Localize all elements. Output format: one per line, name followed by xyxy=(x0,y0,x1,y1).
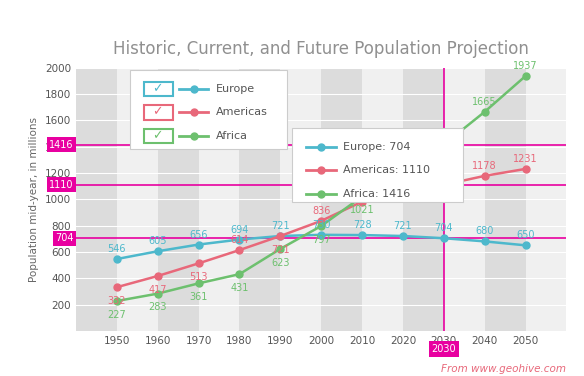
Text: 1416: 1416 xyxy=(432,130,456,139)
Bar xyxy=(117,68,158,331)
Text: 431: 431 xyxy=(230,283,249,293)
Text: 1231: 1231 xyxy=(513,154,538,164)
Text: 721: 721 xyxy=(271,245,290,255)
Text: 694: 694 xyxy=(230,224,249,235)
Bar xyxy=(321,68,362,331)
Text: 546: 546 xyxy=(107,244,126,254)
Text: Europe: Europe xyxy=(215,84,255,94)
Bar xyxy=(526,68,566,331)
Bar xyxy=(76,68,117,331)
Text: ✓: ✓ xyxy=(152,129,163,142)
Text: 605: 605 xyxy=(148,237,167,246)
Text: 1665: 1665 xyxy=(472,97,497,107)
Text: 728: 728 xyxy=(353,220,371,230)
FancyBboxPatch shape xyxy=(144,82,172,96)
Text: 1416: 1416 xyxy=(49,139,74,150)
Text: Europe: 704: Europe: 704 xyxy=(343,142,411,152)
Text: 614: 614 xyxy=(230,235,249,245)
Text: 1110: 1110 xyxy=(432,194,456,203)
Text: Africa: 1416: Africa: 1416 xyxy=(343,189,411,199)
FancyBboxPatch shape xyxy=(144,105,172,120)
Text: 730: 730 xyxy=(312,220,331,230)
Text: 361: 361 xyxy=(189,292,208,302)
Text: 283: 283 xyxy=(148,302,167,312)
Text: ✓: ✓ xyxy=(152,105,163,118)
Y-axis label: Population mid-year, in millions: Population mid-year, in millions xyxy=(29,117,39,282)
Text: Americas: 1110: Americas: 1110 xyxy=(343,165,430,175)
Text: 836: 836 xyxy=(312,206,331,216)
Title: Historic, Current, and Future Population Projection: Historic, Current, and Future Population… xyxy=(113,40,529,58)
Text: 1178: 1178 xyxy=(472,161,497,171)
Text: 1937: 1937 xyxy=(513,61,538,71)
Text: 721: 721 xyxy=(394,221,412,231)
Text: 227: 227 xyxy=(107,310,126,320)
Text: 680: 680 xyxy=(475,226,494,237)
Text: Africa: Africa xyxy=(215,131,248,141)
Text: 721: 721 xyxy=(271,221,290,231)
Bar xyxy=(280,68,321,331)
Bar xyxy=(403,68,444,331)
Text: 1021: 1021 xyxy=(350,205,374,215)
Text: 513: 513 xyxy=(189,272,208,282)
FancyBboxPatch shape xyxy=(144,129,172,143)
Text: 704: 704 xyxy=(55,233,74,243)
Bar xyxy=(444,68,485,331)
Bar xyxy=(239,68,280,331)
Text: 656: 656 xyxy=(189,230,208,240)
Bar xyxy=(362,68,403,331)
Text: 332: 332 xyxy=(107,296,126,306)
Text: From www.geohive.com: From www.geohive.com xyxy=(442,364,566,374)
Text: Americas: Americas xyxy=(215,108,267,117)
Text: 1047: 1047 xyxy=(391,178,415,188)
Text: 417: 417 xyxy=(148,285,167,295)
FancyBboxPatch shape xyxy=(130,70,287,149)
Bar xyxy=(158,68,199,331)
Bar xyxy=(199,68,239,331)
Text: 1416: 1416 xyxy=(391,130,415,139)
Text: ✓: ✓ xyxy=(152,82,163,95)
Text: 650: 650 xyxy=(516,230,535,240)
Text: 1110: 1110 xyxy=(49,180,74,190)
Bar xyxy=(485,68,526,331)
Text: 982: 982 xyxy=(353,187,371,197)
Text: 797: 797 xyxy=(312,235,331,245)
Text: 623: 623 xyxy=(271,258,290,268)
Text: 704: 704 xyxy=(434,223,453,233)
Text: 2030: 2030 xyxy=(432,344,456,354)
FancyBboxPatch shape xyxy=(292,128,464,202)
